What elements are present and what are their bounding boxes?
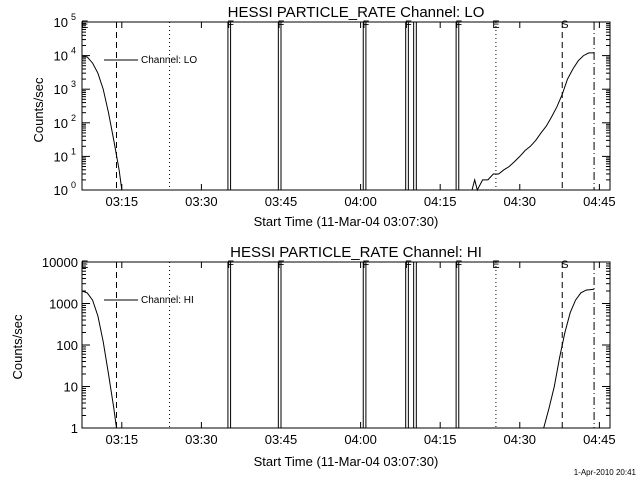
hi-y-tick-label-2: 100	[56, 338, 78, 353]
lo-y-tick-label-4: 10	[54, 49, 68, 64]
hi-y-tick-label-3: 1000	[49, 297, 78, 312]
lo-y-tick-exponent-1: 1	[71, 146, 76, 156]
hi-series-line	[81, 288, 595, 429]
lo-flag-f-5: F	[455, 19, 462, 31]
hi-fill-interval-0	[227, 261, 232, 429]
lo-fill-interval-5	[455, 21, 460, 191]
hi-flag-f-5: F	[455, 259, 462, 271]
lo-x-tick-label-6: 04:45	[583, 194, 616, 209]
lo-y-axis-label: Counts/sec	[31, 77, 46, 143]
hi-flag-f-1: F	[227, 259, 234, 271]
lo-y-tick-label-0: 10	[54, 183, 68, 198]
lo-fill-interval-4	[413, 21, 417, 191]
hi-flag-f-3: F	[363, 259, 370, 271]
lo-y-tick-exponent-2: 2	[71, 113, 76, 123]
lo-flag-f-1: F	[227, 19, 234, 31]
lo-flag-e-6: E	[492, 19, 499, 31]
lo-fill-interval-3	[405, 21, 409, 191]
lo-flag-f-3: F	[363, 19, 370, 31]
lo-x-tick-label-3: 04:00	[344, 194, 377, 209]
hi-fill-interval-3	[405, 261, 409, 429]
hi-y-tick-label-1: 10	[64, 380, 78, 395]
lo-y-tick-label-5: 10	[54, 15, 68, 30]
lo-fill-interval-0	[227, 21, 232, 191]
lo-x-tick-label-2: 03:45	[265, 194, 298, 209]
hi-plot-area: EFFFFFES03:1503:3003:4504:0004:1504:3004…	[42, 255, 616, 447]
lo-fill-interval-2	[362, 21, 367, 191]
hi-fill-interval-5	[455, 261, 460, 429]
hi-flag-s-7: S	[561, 259, 568, 271]
hi-plot-frame	[81, 261, 611, 429]
lo-fill-interval-1	[277, 21, 282, 191]
lo-x-tick-label-1: 03:30	[185, 194, 218, 209]
hi-fill-interval-2	[362, 261, 367, 429]
hi-y-tick-label-4: 10000	[42, 255, 78, 270]
hi-legend-label: Channel: HI	[141, 295, 194, 306]
hi-fill-interval-4	[413, 261, 417, 429]
lo-y-tick-label-3: 10	[54, 82, 68, 97]
lo-flag-s-7: S	[561, 19, 568, 31]
lo-x-tick-label-0: 03:15	[106, 194, 139, 209]
lo-y-tick-label-1: 10	[54, 149, 68, 164]
lo-y-tick-exponent-3: 3	[71, 79, 76, 89]
hi-y-axis-label: Counts/sec	[10, 314, 25, 380]
hi-fill-interval-1	[277, 261, 282, 429]
hi-y-tick-label-0: 1	[71, 421, 78, 436]
hi-flag-e-6: E	[492, 259, 499, 271]
hi-x-axis-label: Start Time (11-Mar-04 03:07:30)	[254, 454, 439, 469]
lo-chart-title: HESSI PARTICLE_RATE Channel: LO	[228, 4, 485, 21]
lo-y-tick-label-2: 10	[54, 116, 68, 131]
lo-y-tick-exponent-0: 0	[71, 180, 76, 190]
hi-x-tick-label-4: 04:15	[424, 432, 457, 447]
lo-x-tick-label-5: 04:30	[504, 194, 537, 209]
hi-flag-f-4: F	[405, 259, 412, 271]
lo-x-tick-label-4: 04:15	[424, 194, 457, 209]
lo-y-tick-exponent-4: 4	[71, 46, 76, 56]
hi-x-tick-label-2: 03:45	[265, 432, 298, 447]
lo-plot-area: EFFFFFES03:1503:3003:4504:0004:1504:3004…	[54, 12, 616, 209]
lo-legend-label: Channel: LO	[141, 55, 197, 66]
hi-chart-title: HESSI PARTICLE_RATE Channel: HI	[230, 244, 482, 261]
lo-plot-frame	[81, 21, 611, 191]
hi-x-tick-label-1: 03:30	[185, 432, 218, 447]
lo-y-tick-exponent-5: 5	[71, 12, 76, 22]
hi-x-tick-label-3: 04:00	[344, 432, 377, 447]
lo-series-line	[81, 52, 595, 192]
lo-flag-f-4: F	[405, 19, 412, 31]
lo-x-axis-label: Start Time (11-Mar-04 03:07:30)	[254, 214, 439, 229]
hi-x-tick-label-6: 04:45	[583, 432, 616, 447]
hi-x-tick-label-5: 04:30	[504, 432, 537, 447]
hi-x-tick-label-0: 03:15	[106, 432, 139, 447]
footer-timestamp: 1-Apr-2010 20:41	[574, 468, 637, 477]
hi-flag-e-0: E	[81, 259, 88, 271]
